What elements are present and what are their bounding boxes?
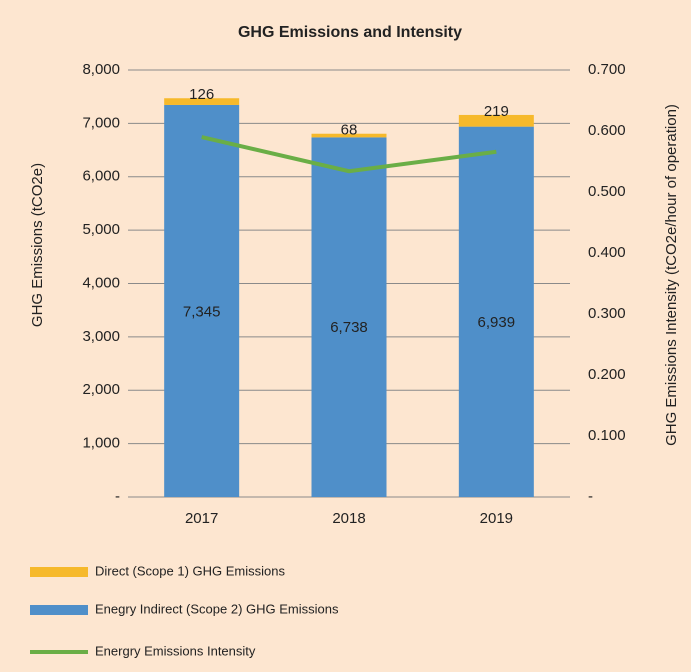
- bar-segment: [311, 133, 387, 138]
- line-series: [201, 135, 497, 174]
- y2-tick-label: 0.400: [588, 244, 626, 261]
- y2-tick-label: 0.500: [588, 183, 626, 200]
- y2-tick-label: 0.300: [588, 305, 626, 322]
- y-tick-label: 1,000: [82, 435, 120, 452]
- data-label: 68: [341, 122, 358, 139]
- legend-swatch: [30, 567, 88, 577]
- data-label: 6,738: [330, 319, 368, 336]
- x-tick-label: 2019: [480, 510, 513, 527]
- y2-tick-label: -: [588, 488, 593, 505]
- data-label: 219: [484, 103, 509, 120]
- y-tick-label: 5,000: [82, 221, 120, 238]
- y2-tick-label: 0.200: [588, 366, 626, 383]
- bar-segment: [458, 114, 534, 127]
- chart-title: GHG Emissions and Intensity: [238, 24, 462, 41]
- y2-tick-label: 0.600: [588, 122, 626, 139]
- y-tick-label: 4,000: [82, 274, 120, 291]
- data-label: 126: [189, 86, 214, 103]
- y2-axis-title: GHG Emissions Intensity (tCO2e/hour of o…: [663, 104, 680, 446]
- y-tick-label: 6,000: [82, 168, 120, 185]
- y2-tick-label: 0.100: [588, 427, 626, 444]
- y-tick-label: 3,000: [82, 328, 120, 345]
- x-tick-label: 2017: [185, 510, 218, 527]
- bar-segment: [164, 104, 240, 497]
- y-tick-label: 7,000: [82, 114, 120, 131]
- legend-swatch: [30, 605, 88, 615]
- y-axis-title: GHG Emissions (tCO2e): [29, 163, 46, 327]
- legend-label: Energry Emissions Intensity: [95, 643, 256, 658]
- bar-segment: [458, 126, 534, 498]
- data-label: 6,939: [478, 314, 516, 331]
- y-tick-label: -: [115, 488, 120, 505]
- x-tick-label: 2018: [332, 510, 365, 527]
- legend-label: Direct (Scope 1) GHG Emissions: [95, 563, 285, 578]
- legend-label: Enegry Indirect (Scope 2) GHG Emissions: [95, 601, 339, 616]
- bar-segment: [164, 98, 240, 105]
- bar-segment: [311, 137, 387, 497]
- y-tick-label: 8,000: [82, 61, 120, 78]
- data-label: 7,345: [183, 304, 221, 321]
- y2-tick-label: 0.700: [588, 61, 626, 78]
- y-tick-label: 2,000: [82, 381, 120, 398]
